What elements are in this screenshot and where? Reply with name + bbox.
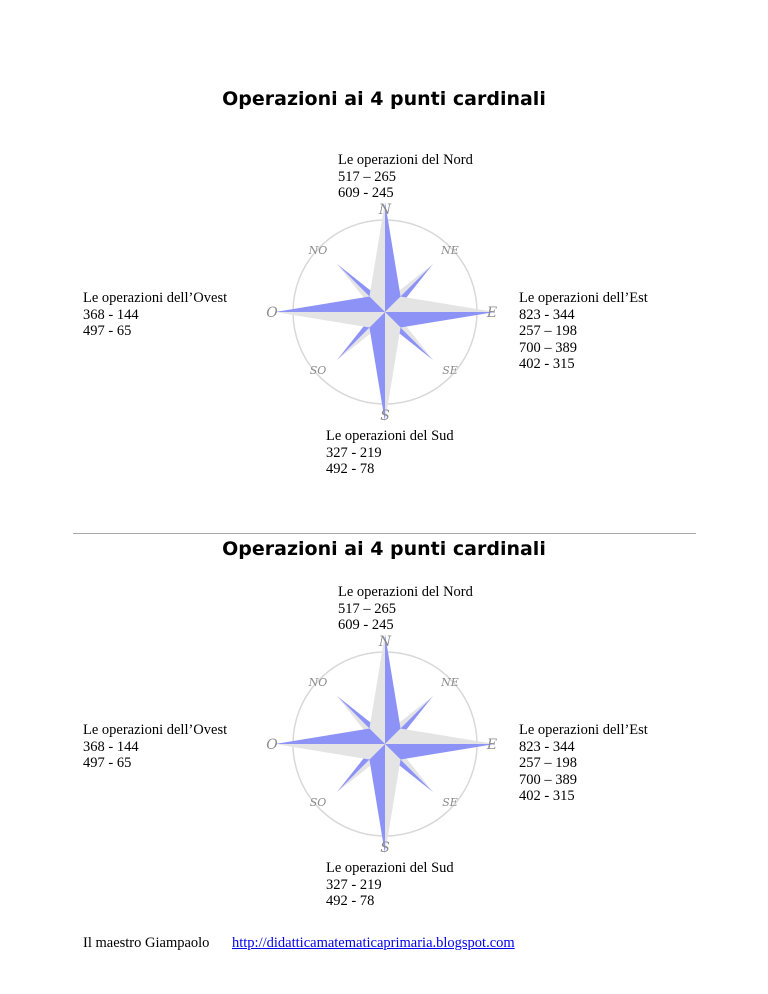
cut-line-divider (73, 533, 696, 534)
west-heading: Le operazioni dell’Ovest (83, 722, 228, 738)
compass-label-so: SO (310, 796, 327, 809)
east-heading: Le operazioni dell’Est (519, 722, 648, 738)
operation: 368 - 144 (83, 738, 139, 755)
operation: 492 - 78 (326, 893, 375, 909)
operation: 609 - 245 (338, 617, 394, 633)
operation: 402 - 315 (519, 788, 575, 804)
east-heading: Le operazioni dell’Est (519, 290, 648, 306)
compass-label-n: N (378, 634, 392, 650)
south-heading: Le operazioni del Sud (326, 428, 454, 444)
blog-link[interactable]: http://didatticamatematicaprimaria.blogs… (232, 935, 515, 951)
compass-label-s: S (380, 840, 390, 856)
worksheet-title: Operazioni ai 4 punti cardinali (222, 538, 546, 560)
operation: 368 - 144 (83, 306, 139, 323)
south-operations: Le operazioni del Sud 327 - 219 492 - 78 (326, 860, 454, 910)
compass-label-n: N (378, 202, 392, 218)
south-heading: Le operazioni del Sud (326, 860, 454, 876)
compass-label-so: SO (310, 364, 327, 377)
worksheet-title: Operazioni ai 4 punti cardinali (222, 88, 546, 110)
operation: 497 - 65 (83, 323, 132, 339)
compass-label-e: E (486, 305, 497, 321)
operation: 700 – 389 (519, 339, 577, 356)
compass-label-ne: NE (440, 244, 459, 257)
compass-label-no: NO (308, 244, 328, 257)
compass-label-s: S (380, 408, 390, 424)
east-operations: Le operazioni dell’Est 823 - 344 257 – 1… (519, 722, 648, 805)
operation: 497 - 65 (83, 755, 132, 771)
operation: 327 - 219 (326, 876, 382, 893)
compass-label-se: SE (442, 364, 458, 377)
east-operations: Le operazioni dell’Est 823 - 344 257 – 1… (519, 290, 648, 373)
operation: 492 - 78 (326, 461, 375, 477)
operation: 823 - 344 (519, 738, 575, 755)
operation: 402 - 315 (519, 356, 575, 372)
operation: 700 – 389 (519, 771, 577, 788)
operation: 517 – 265 (338, 600, 396, 617)
operation: 257 – 198 (519, 323, 577, 339)
operation: 609 - 245 (338, 185, 394, 201)
south-operations: Le operazioni del Sud 327 - 219 492 - 78 (326, 428, 454, 478)
north-operations: Le operazioni del Nord 517 – 265 609 - 2… (338, 584, 473, 634)
operation: 517 – 265 (338, 168, 396, 185)
operation: 327 - 219 (326, 444, 382, 461)
worksheet-1: Operazioni ai 4 punti cardinali N S E O NO NE… (0, 0, 768, 477)
compass-label-no: NO (308, 676, 328, 689)
operation: 257 – 198 (519, 755, 577, 771)
west-operations: Le operazioni dell’Ovest 368 - 144 497 -… (83, 722, 227, 772)
west-heading: Le operazioni dell’Ovest (83, 290, 228, 306)
compass-label-se: SE (442, 796, 458, 809)
north-operations: Le operazioni del Nord 517 – 265 609 - 2… (338, 152, 473, 202)
compass-label-o: O (266, 305, 278, 321)
compass-label-o: O (266, 737, 278, 753)
operation: 823 - 344 (519, 306, 575, 323)
worksheet-2: Operazioni ai 4 punti cardinali N S E O NO NE… (0, 442, 768, 909)
compass-label-e: E (486, 737, 497, 753)
compass-label-ne: NE (440, 676, 459, 689)
west-operations: Le operazioni dell’Ovest 368 - 144 497 -… (83, 290, 227, 340)
north-heading: Le operazioni del Nord (338, 584, 473, 600)
north-heading: Le operazioni del Nord (338, 152, 473, 168)
footer-author: Il maestro Giampaolo (83, 935, 210, 951)
